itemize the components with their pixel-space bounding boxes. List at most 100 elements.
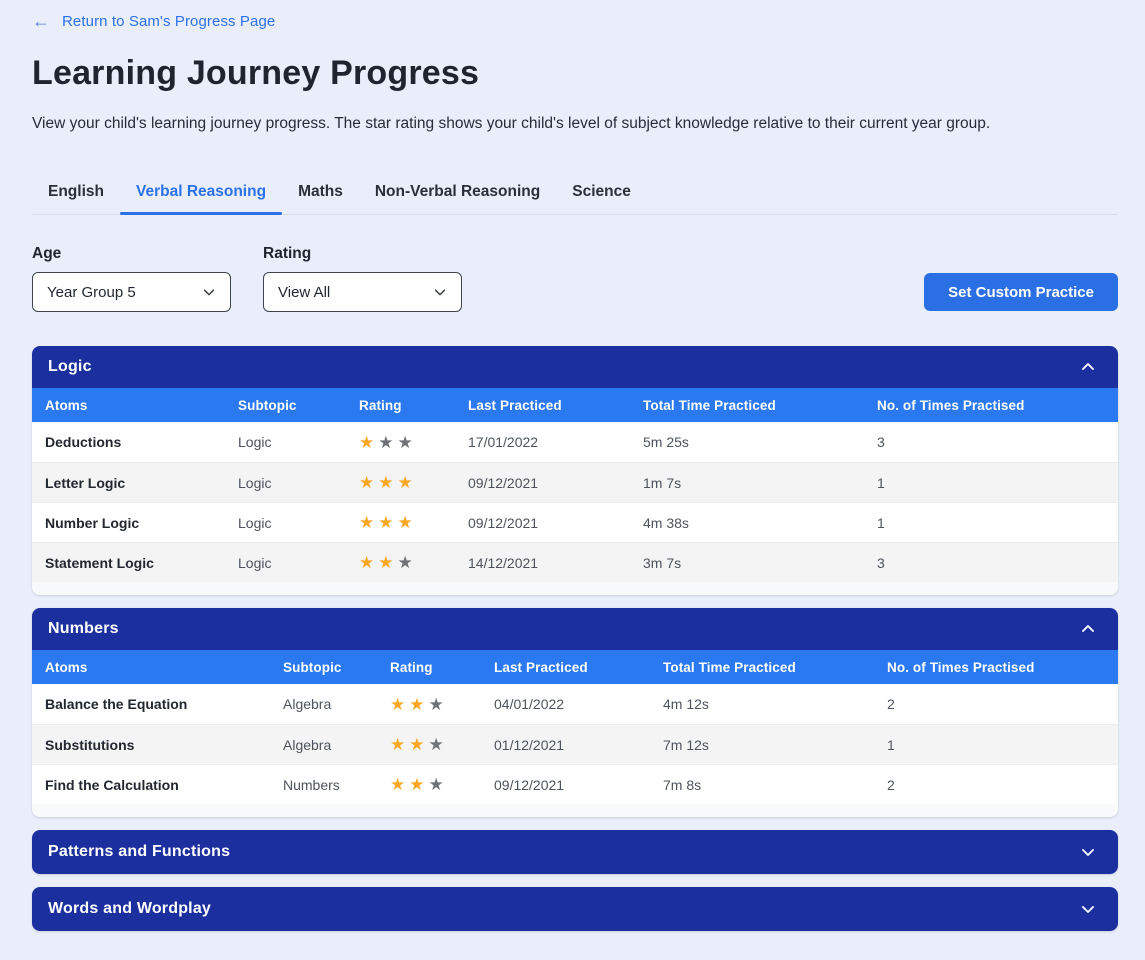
star-filled-icon: ★ xyxy=(397,474,413,491)
times-practised-count: 2 xyxy=(887,776,895,793)
age-select[interactable]: Year Group 5 xyxy=(32,272,231,312)
table-row: Number Logic Logic ★ ★ ★ 09/12/2021 4m 38s… xyxy=(32,502,1118,542)
column-header-last-practiced: Last Practiced xyxy=(468,397,562,413)
column-header-rating: Rating xyxy=(359,397,402,413)
last-practiced-date: 09/12/2021 xyxy=(468,514,539,531)
last-practiced-date: 09/12/2021 xyxy=(494,776,565,793)
tab-bar: English Verbal Reasoning Maths Non-Verba… xyxy=(32,175,1118,215)
table-header-row: Atoms Subtopic Rating Last Practiced Total T… xyxy=(32,388,1118,422)
tab-label: Maths xyxy=(298,183,343,200)
last-practiced-date: 09/12/2021 xyxy=(468,474,539,491)
tab-label: English xyxy=(48,183,104,200)
subtopic: Logic xyxy=(238,474,272,491)
last-practiced-date: 04/01/2022 xyxy=(494,696,565,712)
column-header-atoms: Atoms xyxy=(45,659,88,675)
last-practiced-date: 14/12/2021 xyxy=(468,554,539,571)
topic-section-header[interactable]: Patterns and Functions xyxy=(32,830,1118,874)
topic-section-patterns-and-functions: Patterns and Functions xyxy=(32,830,1118,874)
last-practiced-date: 01/12/2021 xyxy=(494,736,565,753)
total-time-practiced: 1m 7s xyxy=(643,474,682,491)
star-filled-icon: ★ xyxy=(359,474,375,491)
rating-filter: Rating View All xyxy=(263,245,462,312)
filter-bar: Age Year Group 5 Rating View All Set Cus… xyxy=(32,245,1118,312)
star-rating: ★ ★ ★ xyxy=(390,776,494,793)
topic-section-header[interactable]: Numbers xyxy=(32,608,1118,650)
star-filled-icon: ★ xyxy=(390,695,406,713)
chevron-down-icon xyxy=(434,289,446,296)
back-arrow-icon: ← xyxy=(32,11,50,31)
tab-science[interactable]: Science xyxy=(556,175,647,214)
tab-english[interactable]: English xyxy=(32,175,120,214)
star-rating: ★ ★ ★ xyxy=(359,554,468,571)
tab-maths[interactable]: Maths xyxy=(282,175,359,214)
tab-label: Verbal Reasoning xyxy=(135,183,267,200)
chevron-down-icon xyxy=(1082,849,1094,856)
times-practised-count: 1 xyxy=(877,514,885,531)
table-scrollbar-track[interactable] xyxy=(32,804,1118,817)
star-filled-icon: ★ xyxy=(397,514,413,531)
table-scrollbar-track[interactable] xyxy=(32,582,1118,595)
column-header-last-practiced: Last Practiced xyxy=(494,659,588,675)
atom-name: Statement Logic xyxy=(45,554,154,571)
times-practised-count: 3 xyxy=(877,434,885,450)
star-filled-icon: ★ xyxy=(359,514,375,531)
atom-name: Letter Logic xyxy=(45,474,126,491)
topic-section-words-and-wordplay: Words and Wordplay xyxy=(32,887,1118,931)
star-filled-icon: ★ xyxy=(378,514,394,531)
topic-section-numbers: Numbers Atoms Subtopic Rating Last Practice… xyxy=(32,608,1118,817)
times-practised-count: 3 xyxy=(877,554,885,571)
topic-sections: Logic Atoms Subtopic Rating Last Practiced T… xyxy=(32,346,1118,931)
times-practised-count: 2 xyxy=(887,696,895,712)
rating-filter-label: Rating xyxy=(263,245,312,262)
total-time-practiced: 5m 25s xyxy=(643,434,689,450)
table-row: Find the Calculation Numbers ★ ★ ★ 09/12/2… xyxy=(32,764,1118,804)
age-filter-label: Age xyxy=(32,245,62,262)
subtopic: Numbers xyxy=(283,776,340,793)
atom-name: Balance the Equation xyxy=(45,696,188,712)
star-rating: ★ ★ ★ xyxy=(359,434,468,451)
star-empty-icon: ★ xyxy=(428,695,444,713)
table-body: Balance the Equation Algebra ★ ★ ★ 04/01/2… xyxy=(32,684,1118,804)
chevron-up-icon xyxy=(1082,625,1094,632)
page-title: Learning Journey Progress xyxy=(32,54,480,92)
star-filled-icon: ★ xyxy=(378,474,394,491)
topic-section-header[interactable]: Words and Wordplay xyxy=(32,887,1118,931)
star-empty-icon: ★ xyxy=(428,736,444,753)
set-custom-practice-button[interactable]: Set Custom Practice xyxy=(924,273,1118,311)
back-link-label: Return to Sam's Progress Page xyxy=(62,12,276,30)
table-row: Balance the Equation Algebra ★ ★ ★ 04/01/2… xyxy=(32,684,1118,724)
chevron-up-icon xyxy=(1082,363,1094,370)
table-header-row: Atoms Subtopic Rating Last Practiced Total T… xyxy=(32,650,1118,684)
star-filled-icon: ★ xyxy=(359,554,375,571)
star-filled-icon: ★ xyxy=(390,736,406,753)
star-empty-icon: ★ xyxy=(397,554,413,571)
column-header-rating: Rating xyxy=(390,659,433,675)
star-filled-icon: ★ xyxy=(390,776,406,793)
star-rating: ★ ★ ★ xyxy=(359,514,468,531)
total-time-practiced: 7m 12s xyxy=(663,736,709,753)
rating-select-value: View All xyxy=(278,283,331,301)
subtopic: Algebra xyxy=(283,696,332,712)
column-header-subtopic: Subtopic xyxy=(238,397,297,413)
column-header-no-of-times-practised: No. of Times Practised xyxy=(877,397,1025,413)
column-header-no-of-times-practised: No. of Times Practised xyxy=(887,659,1035,675)
column-header-atoms: Atoms xyxy=(45,397,88,413)
tab-verbal-reasoning[interactable]: Verbal Reasoning xyxy=(119,175,283,215)
star-filled-icon: ★ xyxy=(359,433,375,451)
topic-section-header[interactable]: Logic xyxy=(32,346,1118,388)
star-filled-icon: ★ xyxy=(409,776,425,793)
atom-name: Number Logic xyxy=(45,514,140,531)
topic-table: Atoms Subtopic Rating Last Practiced Total T… xyxy=(32,388,1118,595)
tab-non-verbal-reasoning[interactable]: Non-Verbal Reasoning xyxy=(359,175,556,214)
star-empty-icon: ★ xyxy=(428,776,444,793)
total-time-practiced: 3m 7s xyxy=(643,554,682,571)
star-filled-icon: ★ xyxy=(409,736,425,753)
age-select-value: Year Group 5 xyxy=(47,283,136,301)
rating-select[interactable]: View All xyxy=(263,272,462,312)
back-link[interactable]: ← Return to Sam's Progress Page xyxy=(32,12,275,30)
star-rating: ★ ★ ★ xyxy=(390,696,494,713)
subtopic: Logic xyxy=(238,514,272,531)
star-rating: ★ ★ ★ xyxy=(390,736,494,753)
topic-table: Atoms Subtopic Rating Last Practiced Total T… xyxy=(32,650,1118,817)
star-empty-icon: ★ xyxy=(378,433,394,451)
